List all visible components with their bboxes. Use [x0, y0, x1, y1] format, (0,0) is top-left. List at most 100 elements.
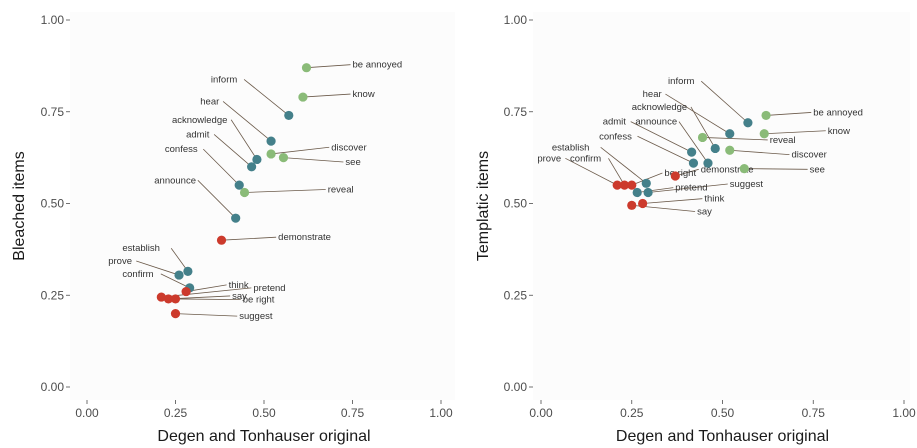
x-axis-title: Degen and Tonhauser original — [616, 428, 829, 445]
data-point — [239, 187, 250, 198]
data-point — [761, 110, 771, 121]
leader-line — [230, 119, 258, 160]
y-tick-label: 0.75 — [41, 105, 65, 119]
point-label: confess — [599, 131, 632, 142]
data-point — [181, 286, 191, 297]
data-point — [163, 294, 174, 304]
leader-line — [175, 298, 241, 300]
leader-line — [744, 168, 808, 170]
data-point — [266, 136, 276, 146]
leader-line — [630, 121, 692, 153]
leader-lines — [565, 80, 826, 212]
y-tick-label: 0.25 — [504, 288, 528, 302]
point-label: think — [704, 194, 724, 205]
leader-line — [213, 134, 252, 168]
data-point — [183, 266, 193, 276]
leader-line — [637, 187, 674, 193]
data-point — [688, 158, 699, 168]
data-point — [739, 164, 749, 174]
leader-line — [700, 80, 749, 124]
point-label: inform — [211, 74, 237, 85]
point-label: be annoyed — [353, 60, 403, 71]
x-tick-label: 1.00 — [429, 406, 453, 420]
data-point — [670, 171, 680, 181]
x-tick-label: 0.25 — [620, 406, 644, 420]
point-labels: be annoyed know reveal discover see inform hea… — [537, 76, 863, 217]
data-point — [687, 147, 697, 157]
data-point — [725, 129, 735, 139]
point-labels: be annoyed know discover see reveal inform hea… — [108, 60, 402, 322]
points — [156, 63, 312, 319]
data-point — [612, 180, 622, 190]
point-label: establish — [552, 142, 590, 153]
leader-line — [221, 236, 277, 241]
point-label: see — [345, 157, 360, 168]
data-point — [284, 110, 294, 121]
data-point — [638, 198, 648, 209]
point-label: demonstrate — [278, 232, 331, 243]
leader-line — [678, 121, 709, 164]
data-point — [627, 180, 637, 190]
leader-line — [197, 180, 236, 219]
point-label: demonstrate — [701, 164, 754, 175]
point-label: suggest — [730, 179, 764, 190]
y-tick-label: 0.25 — [41, 288, 65, 302]
leader-line — [202, 148, 240, 186]
x-axis-title: Degen and Tonhauser original — [157, 428, 370, 445]
leader-line — [600, 146, 647, 184]
x-tick-label: 0.50 — [252, 406, 276, 420]
point-label: announce — [635, 117, 677, 128]
leader-line — [764, 130, 826, 135]
point-label: say — [232, 291, 247, 302]
data-point — [641, 178, 651, 188]
x-tick-label: 1.00 — [892, 406, 916, 420]
plot-area — [533, 12, 910, 400]
leader-line — [565, 157, 618, 186]
point-label: reveal — [770, 135, 796, 146]
point-label: acknowledge — [172, 115, 227, 126]
data-point — [170, 309, 181, 319]
point-label: admit — [603, 117, 627, 128]
data-point — [278, 153, 289, 163]
leader-line — [160, 273, 190, 289]
data-point — [252, 154, 262, 165]
leader-line — [690, 106, 716, 149]
data-point — [743, 118, 753, 128]
x-tick-label: 0.50 — [711, 406, 735, 420]
leader-line — [136, 260, 180, 276]
data-point — [231, 213, 241, 223]
y-tick-label: 1.00 — [41, 13, 65, 27]
point-label: see — [810, 164, 825, 175]
point-label: inform — [668, 76, 694, 87]
leader-line — [175, 313, 238, 317]
point-label: announce — [154, 175, 196, 186]
leader-line — [170, 247, 189, 272]
point-label: reveal — [328, 184, 354, 195]
point-label: be right — [243, 295, 275, 306]
leader-line — [306, 64, 351, 69]
leader-line — [222, 101, 272, 142]
data-point — [266, 149, 276, 159]
data-point — [174, 270, 184, 280]
data-point — [725, 145, 735, 155]
leader-line — [648, 183, 728, 193]
data-point — [619, 180, 630, 190]
y-tick-label: 0.50 — [41, 197, 65, 211]
point-label: think — [229, 280, 249, 291]
point-label: discover — [791, 150, 826, 161]
point-label: prove — [537, 153, 561, 164]
leader-line — [283, 157, 344, 163]
leader-line — [766, 112, 812, 116]
point-label: know — [353, 89, 375, 100]
data-point — [298, 92, 308, 102]
data-point — [643, 187, 653, 198]
y-tick-label: 0.75 — [504, 105, 528, 119]
right-panel-templatic: 0.00 0.25 0.50 0.75 1.00 0.00 0.25 0.50 0.75 1.00… — [475, 12, 916, 445]
point-label: be right — [664, 168, 696, 179]
y-tick-label: 0.00 — [41, 380, 65, 394]
data-point — [170, 294, 181, 304]
x-tick-label: 0.00 — [529, 406, 553, 420]
leader-line — [642, 198, 703, 204]
data-point — [710, 143, 720, 154]
